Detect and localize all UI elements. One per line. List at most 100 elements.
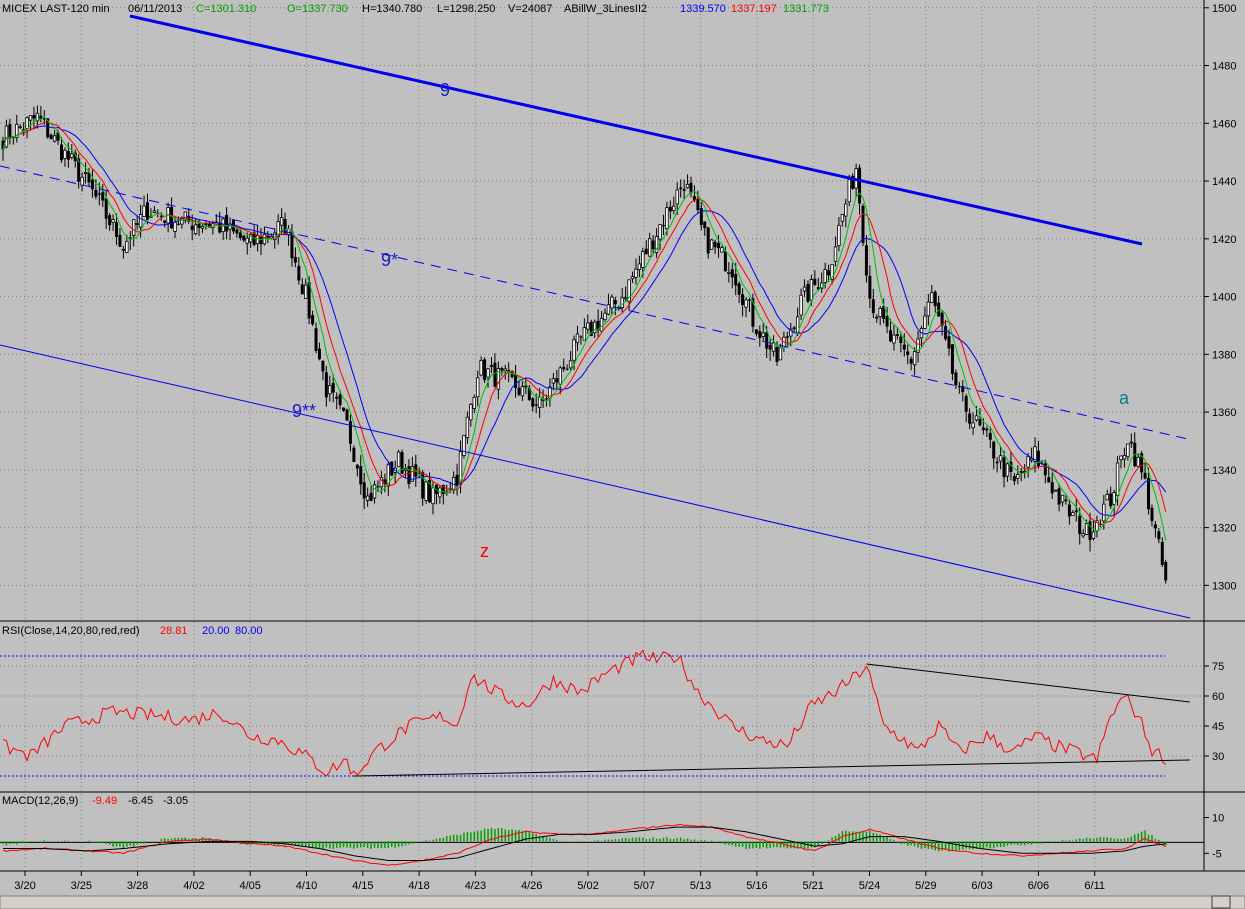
candle-body-up — [878, 308, 882, 317]
candle — [242, 235, 246, 243]
candle-body-down — [159, 215, 163, 217]
candle — [293, 247, 297, 268]
candle — [592, 319, 597, 339]
candle-body-up — [451, 477, 456, 490]
candle-body-up — [469, 404, 473, 421]
candle-body-down — [1140, 453, 1144, 473]
candle — [486, 368, 490, 388]
candle — [321, 360, 325, 381]
candle — [992, 440, 996, 469]
candle-body-up — [799, 294, 803, 316]
candle-body-up — [537, 396, 542, 408]
candle-body-down — [985, 428, 989, 431]
candle-body-down — [1002, 457, 1006, 478]
candle-body-up — [83, 172, 88, 175]
candle — [396, 449, 401, 468]
candle-body-up — [1053, 489, 1058, 492]
candle-body-up — [476, 377, 480, 398]
date-tick-label: 5/02 — [577, 880, 598, 892]
candle — [1126, 443, 1130, 461]
candle-body-up — [820, 282, 824, 289]
candle — [276, 214, 280, 245]
candle — [998, 446, 1003, 469]
candle — [685, 174, 690, 189]
candle-body-up — [665, 207, 669, 230]
candle — [1016, 465, 1020, 485]
high-label: H=1340.780 — [362, 3, 422, 15]
candle — [77, 153, 81, 189]
candle — [1078, 507, 1082, 545]
candle-body-down — [235, 229, 239, 234]
candle-body-up — [789, 328, 793, 337]
y-axis: 1300 1320 1340 1360 1380 1400 1420 1440 1460 1480… — [1204, 3, 1236, 860]
candle-body-down — [661, 225, 665, 227]
candle-body-up — [802, 286, 807, 292]
horizontal-scrollbar — [0, 895, 1245, 909]
candle — [290, 223, 294, 267]
candle — [200, 223, 205, 234]
candle — [1019, 467, 1023, 482]
candle-body-down — [902, 344, 906, 350]
candle — [837, 216, 841, 252]
candle — [864, 235, 868, 283]
candle — [785, 331, 789, 347]
candle-body-up — [111, 219, 115, 223]
candle — [1109, 486, 1113, 509]
candle — [311, 310, 315, 327]
candle-body-up — [641, 251, 645, 268]
price-tick-label: 1380 — [1212, 349, 1236, 361]
candle — [163, 220, 167, 228]
candle — [1043, 459, 1047, 484]
candle-body-down — [297, 265, 301, 281]
candle — [747, 297, 751, 312]
date-tick-label: 5/29 — [915, 880, 936, 892]
annotation-9-star: 9* — [381, 250, 398, 270]
macd-signal-line — [3, 826, 1166, 861]
candle-body-down — [792, 327, 796, 329]
candle-body-down — [197, 223, 201, 228]
candle-body-down — [978, 419, 982, 426]
candle — [1153, 520, 1157, 538]
candle — [706, 226, 710, 259]
candle-body-down — [324, 372, 328, 398]
candle — [899, 331, 903, 353]
candle — [483, 357, 487, 383]
open-label: O=1337.730 — [287, 3, 348, 15]
annotation-9: 9 — [440, 80, 450, 100]
candle-body-up — [606, 304, 611, 315]
candle — [802, 279, 807, 297]
candle-body-down — [1150, 507, 1154, 521]
candle — [1147, 467, 1151, 515]
candle-body-down — [699, 208, 703, 225]
candle — [1002, 450, 1006, 488]
x-axis: 3/20 3/25 3/28 4/02 4/05 4/10 4/15 4/18 4/23 4/26… — [0, 871, 1245, 909]
date-tick-label: 4/10 — [296, 880, 317, 892]
candle-body-down — [954, 372, 958, 386]
candle-body-down — [317, 348, 321, 360]
candle-body-down — [527, 388, 531, 400]
candle-body-down — [355, 464, 359, 469]
candle-body-down — [713, 241, 717, 248]
gridlines — [0, 0, 1245, 872]
candle — [871, 288, 875, 319]
candle — [937, 295, 941, 317]
candle — [1088, 512, 1092, 552]
candle — [465, 411, 470, 444]
candle-body-down — [992, 441, 996, 459]
price-tick-label: 1460 — [1212, 118, 1236, 130]
candle-body-down — [1057, 488, 1061, 505]
rsi-trendline — [353, 759, 1190, 777]
candle — [613, 296, 617, 316]
candle-body-down — [768, 344, 772, 350]
candle — [713, 239, 717, 254]
candle — [703, 221, 707, 236]
candle — [496, 361, 501, 400]
price-tick-label: 1500 — [1212, 3, 1236, 15]
candle-body-up — [424, 481, 428, 501]
candle-body-down — [596, 320, 600, 331]
date-tick-label: 4/02 — [183, 880, 204, 892]
annotation-z: z — [480, 541, 489, 561]
candle-body-down — [871, 299, 875, 314]
candle-body-down — [56, 132, 60, 141]
candle-body-down — [101, 192, 105, 201]
